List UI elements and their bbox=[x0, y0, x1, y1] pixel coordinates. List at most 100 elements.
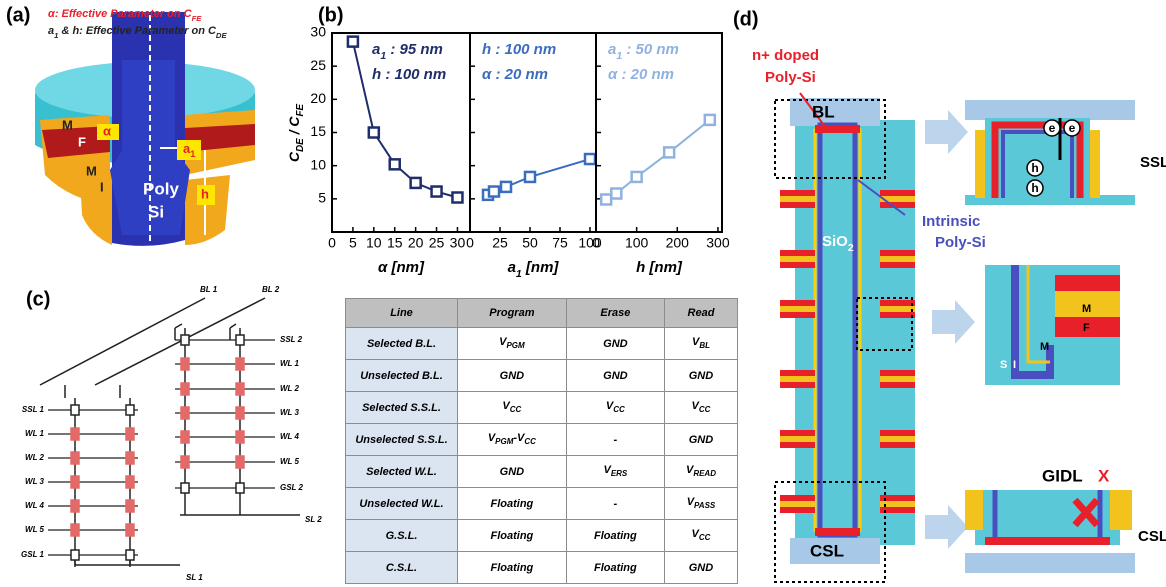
cell-part: V bbox=[691, 528, 699, 541]
marker bbox=[367, 126, 381, 139]
stripe bbox=[880, 256, 915, 262]
cell-part: PASS bbox=[694, 501, 716, 511]
x-tick-label: 30 bbox=[450, 235, 466, 251]
stripe bbox=[780, 430, 815, 436]
x-axis-label-part: [nm] bbox=[522, 259, 560, 276]
x-axis-label-part: 1 bbox=[516, 268, 522, 280]
table-cell: Selected S.S.L. bbox=[345, 391, 458, 424]
legend-a1-h-part: a bbox=[48, 25, 54, 37]
panel-label: (d) bbox=[733, 8, 759, 30]
table-cell: Floating bbox=[457, 551, 567, 584]
annotation: h : 100 nm bbox=[482, 41, 556, 58]
table-row: Line Program Erase Read bbox=[345, 298, 739, 328]
select-transistor bbox=[235, 482, 245, 494]
table-cell: VCC bbox=[457, 391, 567, 424]
memory-cell bbox=[180, 382, 190, 396]
table-row: Unselected S.S.L. VPGM-VCC - GND bbox=[345, 423, 739, 456]
stripe bbox=[880, 376, 915, 382]
pillar bbox=[774, 92, 1135, 583]
device-label: M bbox=[62, 117, 73, 132]
memory-cell bbox=[70, 451, 80, 465]
table-cell: Floating bbox=[565, 519, 665, 552]
memory-cell bbox=[235, 406, 245, 420]
cell-label: S bbox=[1000, 359, 1007, 371]
x-tick-label: 10 bbox=[366, 235, 382, 251]
annotation: a1 : 95 nm bbox=[372, 41, 443, 62]
table-row: G.S.L. Floating Floating VCC bbox=[345, 519, 739, 552]
label-ssl: SSL bbox=[1140, 154, 1166, 171]
marker bbox=[610, 187, 623, 200]
panel-label: (b) bbox=[318, 4, 344, 26]
table-cell: VPGM bbox=[457, 327, 567, 360]
stripe bbox=[780, 442, 815, 448]
legend-alpha: α: Effective Parameter on CFE bbox=[48, 8, 202, 23]
cell-label: M bbox=[1082, 303, 1091, 315]
line-label: GSL 1 bbox=[21, 550, 45, 559]
x-tick-label: 25 bbox=[429, 235, 445, 251]
x-tick-label: 50 bbox=[522, 235, 538, 251]
x-tick-label: 100 bbox=[578, 235, 602, 251]
device-label: a1 bbox=[183, 141, 195, 159]
marker bbox=[388, 158, 401, 171]
cell-part: BL bbox=[699, 341, 710, 351]
marker bbox=[409, 176, 422, 190]
carrier-label: h bbox=[1031, 181, 1038, 195]
device-label-part: 1 bbox=[190, 149, 195, 159]
stripe bbox=[780, 436, 815, 442]
table-cell: GND bbox=[663, 423, 739, 456]
y-axis-label-part: DE bbox=[295, 138, 306, 152]
stripe bbox=[780, 495, 815, 501]
y-tick-label: 15 bbox=[310, 123, 326, 139]
carrier bbox=[1043, 119, 1061, 137]
bit-line-label: BL 1 bbox=[200, 285, 218, 294]
legend-alpha-part: FE bbox=[192, 14, 203, 23]
cell-part: -V bbox=[513, 432, 525, 445]
cell-part: V bbox=[603, 464, 611, 477]
cell-part: V bbox=[499, 336, 507, 349]
x-tick-label: 20 bbox=[408, 235, 424, 251]
table-cell: - bbox=[565, 423, 665, 456]
carrier bbox=[1026, 159, 1044, 177]
table-cell: VERS bbox=[565, 455, 665, 488]
y-tick-label: 30 bbox=[310, 24, 326, 40]
stripe bbox=[780, 376, 815, 382]
marker bbox=[703, 113, 717, 127]
device-3d bbox=[35, 12, 255, 246]
line-label: WL 4 bbox=[25, 501, 45, 510]
label-oxide-part: SiO bbox=[822, 233, 848, 250]
x-tick-label: 100 bbox=[625, 235, 649, 251]
line-label: WL 2 bbox=[25, 453, 45, 462]
cell-part: CC bbox=[509, 405, 522, 415]
x-axis-label: a1 [nm] bbox=[508, 259, 560, 280]
cell-part: V bbox=[686, 496, 695, 509]
line-label: WL 1 bbox=[25, 429, 45, 438]
line-label: WL 5 bbox=[280, 457, 300, 466]
table-cell: VBL bbox=[663, 327, 739, 360]
table-cell: VCC bbox=[663, 519, 739, 552]
marker bbox=[451, 191, 464, 204]
select-transistor bbox=[180, 482, 190, 494]
stripe bbox=[880, 300, 915, 306]
annotation-part: : 95 nm bbox=[386, 41, 443, 58]
memory-cell bbox=[125, 427, 135, 441]
line-label: WL 3 bbox=[25, 477, 45, 486]
stripe bbox=[780, 507, 815, 513]
memory-cell bbox=[180, 430, 190, 444]
select-transistor bbox=[125, 549, 135, 561]
cell-part: ERS bbox=[610, 469, 628, 479]
label-bl: BL bbox=[812, 102, 835, 121]
line-label: WL 5 bbox=[25, 525, 45, 534]
label-gidl: GIDL bbox=[1042, 466, 1083, 485]
table-cell: Floating bbox=[457, 487, 567, 520]
cell-part: CC bbox=[613, 405, 625, 415]
source-line-label: SL 1 bbox=[186, 573, 203, 582]
stripe bbox=[780, 370, 815, 376]
x-tick-label: 200 bbox=[666, 235, 690, 251]
legend-a1-h-part: & h: Effective Parameter on C bbox=[58, 25, 217, 37]
cell-label: I bbox=[1013, 359, 1016, 371]
y-axis-label-part: / C bbox=[286, 116, 302, 139]
plot-frame bbox=[595, 32, 723, 233]
memory-cell bbox=[180, 357, 190, 371]
annotation-part: a bbox=[608, 41, 616, 58]
